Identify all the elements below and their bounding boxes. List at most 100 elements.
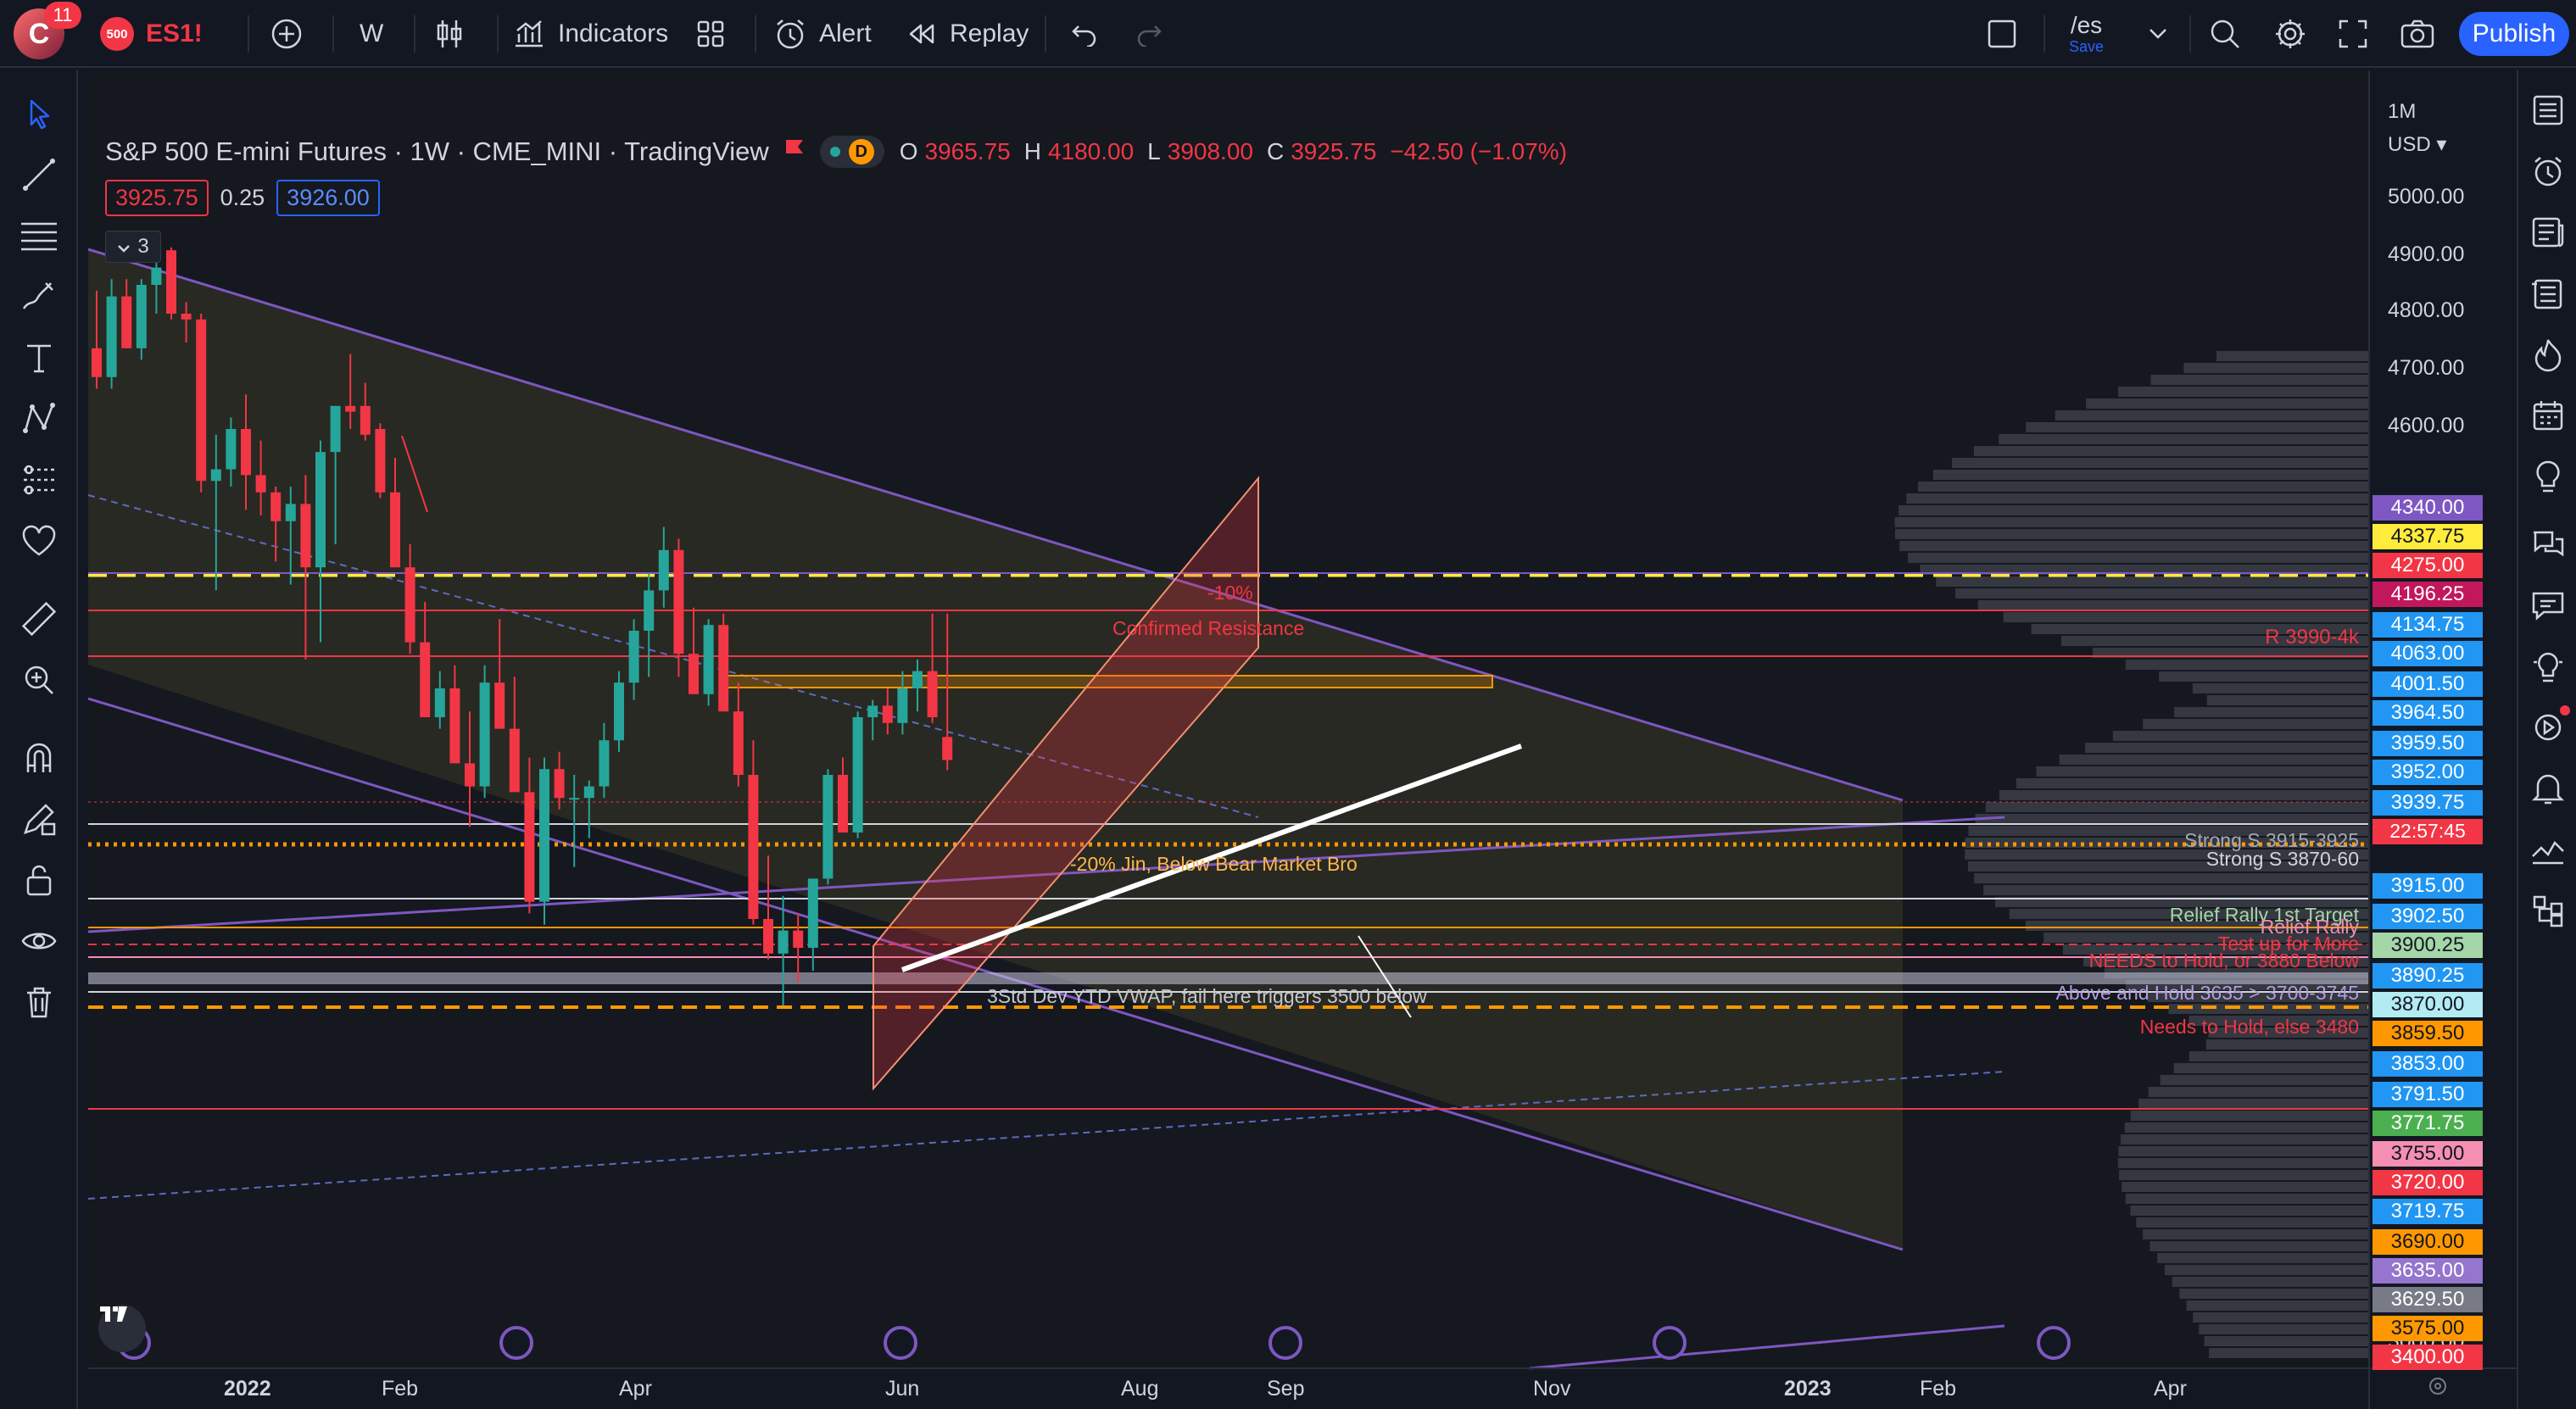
- remove-tool[interactable]: [19, 982, 59, 1022]
- object-tree-button[interactable]: [2528, 890, 2568, 931]
- price-tag: 3939.75: [2372, 790, 2483, 816]
- tips-button[interactable]: [2528, 646, 2568, 687]
- calendar-button[interactable]: [2528, 395, 2568, 436]
- grid-icon: [695, 19, 726, 49]
- symbol-name: ES1!: [146, 19, 203, 47]
- fib-tool[interactable]: [19, 215, 59, 256]
- layout-dropdown[interactable]: [2149, 0, 2167, 68]
- candle-body: [822, 775, 834, 879]
- data-window-button[interactable]: [2528, 273, 2568, 314]
- symbol-title[interactable]: S&P 500 E-mini Futures · 1W · CME_MINI ·…: [105, 136, 769, 166]
- annotation-minus10[interactable]: -10%: [1207, 582, 1253, 604]
- candle-body: [628, 631, 639, 683]
- alert-button[interactable]: Alert: [773, 0, 872, 68]
- axis-settings-button[interactable]: [2425, 1373, 2451, 1403]
- volume-profile-bar: [2168, 1004, 2369, 1014]
- layout-name-button[interactable]: /es Save: [2069, 0, 2104, 68]
- timeframe-label[interactable]: 1M: [2388, 100, 2417, 123]
- indicators-collapse-button[interactable]: 3: [105, 231, 161, 263]
- annotation-relief[interactable]: Relief Rally: [2260, 916, 2359, 938]
- text-tool[interactable]: [19, 337, 59, 378]
- indicators-button[interactable]: Indicators: [512, 0, 668, 68]
- brush-tool[interactable]: [19, 276, 59, 317]
- annotation-above-hold[interactable]: Above and Hold 3635 > 3700-3745: [2055, 982, 2359, 1004]
- candle-body: [614, 682, 624, 741]
- publish-button[interactable]: Publish: [2459, 12, 2569, 56]
- candle-body: [689, 654, 699, 694]
- volume-profile-bar: [1936, 576, 2369, 587]
- messages-button[interactable]: [2528, 585, 2568, 626]
- volume-profile-bar: [2199, 1324, 2369, 1334]
- volume-profile-bar: [2036, 766, 2369, 777]
- interval-button[interactable]: W: [360, 0, 383, 68]
- volume-profile-bar: [2208, 1028, 2369, 1038]
- heart-icon: [20, 524, 58, 558]
- annotation-relief-1st[interactable]: Relief Rally 1st Target: [2169, 904, 2359, 926]
- annotation-needs-hold-3480[interactable]: Needs to Hold, else 3480: [2139, 1016, 2359, 1038]
- annotation-test-up[interactable]: Test up for More: [2217, 933, 2359, 955]
- ruler-tool[interactable]: [19, 599, 59, 639]
- annotation-vwap[interactable]: 3Std Dev YTD VWAP, fail here triggers 35…: [987, 985, 1427, 1007]
- zoom-tool[interactable]: [19, 660, 59, 700]
- settings-button[interactable]: [2272, 0, 2308, 68]
- streams-button[interactable]: [2528, 705, 2570, 748]
- open-label: O: [899, 138, 918, 164]
- ideas-button[interactable]: [2528, 456, 2568, 497]
- hotlist-button[interactable]: [2528, 334, 2568, 375]
- compare-button[interactable]: [270, 0, 304, 68]
- flag-icon[interactable]: [784, 136, 805, 167]
- currency-selector[interactable]: USD ▾: [2388, 132, 2446, 157]
- annotation-strong-3915[interactable]: Strong S 3915-3925: [2184, 829, 2359, 851]
- annotation-resistance[interactable]: Confirmed Resistance: [1112, 617, 1305, 639]
- volume-profile-bar: [1999, 434, 2369, 444]
- cursor-tool[interactable]: [19, 93, 59, 134]
- annotation-r-3990[interactable]: R 3990-4k: [2265, 626, 2359, 649]
- redo-button[interactable]: [1135, 0, 1163, 68]
- hide-tool[interactable]: [19, 921, 59, 961]
- alerts-panel-button[interactable]: [2528, 151, 2568, 192]
- redo-icon: [1135, 21, 1163, 47]
- favorites-tool[interactable]: [19, 521, 59, 561]
- price-tag: 4063.00: [2372, 641, 2483, 666]
- annotation-strong-3870[interactable]: Strong S 3870-60: [2205, 848, 2359, 870]
- ask-price[interactable]: 3926.00: [276, 180, 380, 216]
- annotation-minus20[interactable]: -20% Jin, Below Bear Market Bro: [1070, 853, 1358, 875]
- news-button[interactable]: [2528, 212, 2568, 253]
- snapshot-button[interactable]: [2400, 0, 2435, 68]
- countdown-tag: 22:57:45: [2372, 819, 2483, 843]
- candle-body: [404, 567, 415, 643]
- volume-profile-bar: [2059, 755, 2369, 765]
- chart-type-button[interactable]: [434, 0, 465, 68]
- prediction-tool[interactable]: [19, 459, 59, 500]
- symbol-search[interactable]: 500 ES1!: [100, 0, 203, 68]
- watchlist-button[interactable]: [2528, 90, 2568, 131]
- bull-channel: [873, 476, 1259, 1091]
- market-status[interactable]: D: [819, 136, 884, 168]
- magnet-tool[interactable]: [19, 738, 59, 778]
- fullscreen-button[interactable]: [2337, 0, 2369, 68]
- undo-button[interactable]: [1070, 0, 1099, 68]
- trend-line-tool[interactable]: [19, 154, 59, 195]
- widget-toolbar: [2517, 70, 2576, 1409]
- chart-canvas[interactable]: [88, 71, 2517, 1409]
- chats-button[interactable]: [2528, 524, 2568, 565]
- notifications-button[interactable]: [2528, 768, 2568, 809]
- pattern-tool[interactable]: [19, 398, 59, 439]
- candlestick-series: [92, 247, 953, 1005]
- symbol-logo: 500: [100, 17, 134, 51]
- templates-button[interactable]: [695, 0, 726, 68]
- bid-price[interactable]: 3925.75: [105, 180, 209, 216]
- x-tick: Nov: [1533, 1377, 1571, 1401]
- trend-line-icon: [20, 156, 58, 193]
- top-toolbar: C 11 500 ES1! W Indicators Alert: [0, 0, 2576, 68]
- stay-drawing-tool[interactable]: [19, 799, 59, 839]
- volume-profile-bar: [2204, 1336, 2369, 1346]
- annotation-needs-hold-3880[interactable]: NEEDS to Hold, or 3880 Below: [2088, 950, 2359, 972]
- search-button[interactable]: [2208, 0, 2242, 68]
- x-tick: Jun: [885, 1377, 920, 1401]
- replay-button[interactable]: Replay: [907, 0, 1029, 68]
- layout-square-button[interactable]: [1986, 0, 2018, 68]
- lock-tool[interactable]: [19, 860, 59, 900]
- chart-pane[interactable]: [88, 71, 2517, 1409]
- pine-button[interactable]: [2528, 829, 2568, 870]
